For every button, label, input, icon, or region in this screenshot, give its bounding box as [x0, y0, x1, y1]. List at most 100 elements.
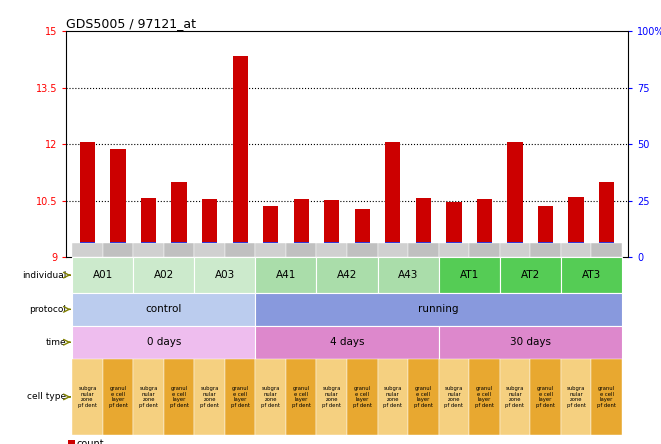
Bar [592, 243, 622, 258]
Bar [194, 359, 225, 435]
Bar [538, 242, 553, 250]
Text: subgra
nular
zone
pf dent: subgra nular zone pf dent [444, 386, 463, 408]
Text: A41: A41 [276, 270, 296, 280]
Text: subgra
nular
zone
pf dent: subgra nular zone pf dent [383, 386, 403, 408]
Text: AT2: AT2 [521, 270, 540, 280]
Bar [255, 258, 317, 293]
Bar [67, 440, 75, 444]
Bar [508, 142, 523, 258]
Bar [469, 243, 500, 258]
Bar [72, 243, 102, 258]
Text: A42: A42 [337, 270, 357, 280]
Bar [561, 243, 592, 258]
Text: individual: individual [22, 271, 66, 280]
Bar [225, 359, 255, 435]
Bar [171, 242, 186, 250]
Text: protocol: protocol [29, 305, 66, 314]
Text: subgra
nular
zone
pf dent: subgra nular zone pf dent [261, 386, 280, 408]
Bar [355, 242, 370, 250]
Bar [324, 200, 339, 258]
Bar [72, 326, 255, 359]
Bar [225, 243, 255, 258]
Text: AT3: AT3 [582, 270, 601, 280]
Bar [194, 243, 225, 258]
Text: granul
e cell
layer
pf dent: granul e cell layer pf dent [353, 386, 371, 408]
Text: subgra
nular
zone
pf dent: subgra nular zone pf dent [323, 386, 341, 408]
Bar [110, 242, 126, 250]
Bar [355, 210, 370, 258]
Text: granul
e cell
layer
pf dent: granul e cell layer pf dent [414, 386, 433, 408]
Text: GDS5005 / 97121_at: GDS5005 / 97121_at [66, 17, 196, 30]
Text: A43: A43 [398, 270, 418, 280]
Bar [293, 198, 309, 258]
Bar [416, 198, 431, 258]
Bar [263, 242, 278, 250]
Text: subgra
nular
zone
pf dent: subgra nular zone pf dent [78, 386, 97, 408]
Text: subgra
nular
zone
pf dent: subgra nular zone pf dent [506, 386, 524, 408]
Bar [286, 243, 317, 258]
Text: granul
e cell
layer
pf dent: granul e cell layer pf dent [170, 386, 188, 408]
Bar [599, 242, 614, 250]
Bar [134, 243, 164, 258]
Bar [134, 258, 194, 293]
Bar [439, 258, 500, 293]
Bar [477, 242, 492, 250]
Bar [408, 359, 439, 435]
Bar [255, 293, 622, 326]
Text: cell type: cell type [27, 392, 66, 401]
Bar [408, 243, 439, 258]
Bar [72, 293, 255, 326]
Text: running: running [418, 304, 459, 314]
Text: 4 days: 4 days [330, 337, 364, 347]
Bar [102, 243, 134, 258]
Text: time: time [46, 338, 66, 347]
Text: A02: A02 [154, 270, 174, 280]
Bar [446, 202, 461, 258]
Bar [72, 258, 134, 293]
Bar [72, 359, 102, 435]
Bar [134, 359, 164, 435]
Bar [80, 143, 95, 258]
Text: granul
e cell
layer
pf dent: granul e cell layer pf dent [536, 386, 555, 408]
Bar [416, 242, 431, 250]
Bar [255, 359, 286, 435]
Bar [377, 258, 439, 293]
Bar [561, 359, 592, 435]
Bar [592, 359, 622, 435]
Bar [102, 359, 134, 435]
Bar [110, 149, 126, 258]
Bar [377, 243, 408, 258]
Bar [80, 242, 95, 250]
Bar [233, 56, 248, 258]
Bar [530, 359, 561, 435]
Bar [599, 182, 614, 258]
Bar [317, 243, 347, 258]
Bar [561, 258, 622, 293]
Bar [477, 199, 492, 258]
Bar [347, 243, 377, 258]
Bar [377, 359, 408, 435]
Bar [164, 243, 194, 258]
Bar [469, 359, 500, 435]
Bar [317, 258, 377, 293]
Bar [141, 198, 156, 258]
Bar [500, 243, 530, 258]
Bar [324, 242, 339, 250]
Bar [141, 242, 156, 250]
Text: control: control [145, 304, 182, 314]
Bar [385, 143, 401, 258]
Bar [347, 359, 377, 435]
Text: 30 days: 30 days [510, 337, 551, 347]
Bar [439, 359, 469, 435]
Bar [286, 359, 317, 435]
Bar [233, 242, 248, 250]
Text: granul
e cell
layer
pf dent: granul e cell layer pf dent [597, 386, 616, 408]
Bar [446, 242, 461, 250]
Text: 0 days: 0 days [147, 337, 181, 347]
Text: granul
e cell
layer
pf dent: granul e cell layer pf dent [475, 386, 494, 408]
Text: A01: A01 [93, 270, 113, 280]
Text: AT1: AT1 [459, 270, 479, 280]
Bar [171, 182, 186, 258]
Bar [500, 258, 561, 293]
Bar [500, 359, 530, 435]
